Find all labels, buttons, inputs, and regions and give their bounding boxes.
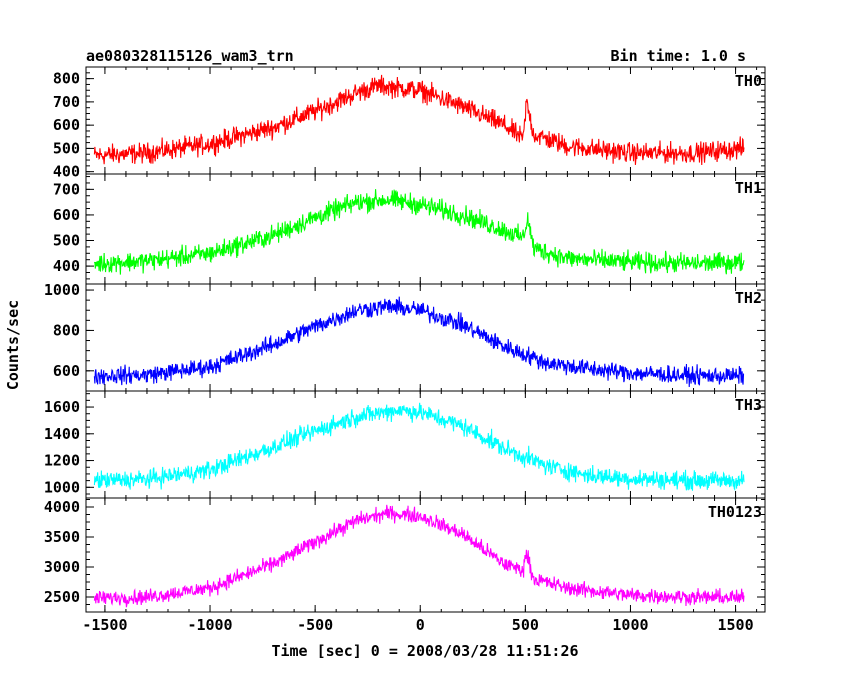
y-tick-label: 500: [53, 139, 80, 157]
y-tick-label: 700: [53, 180, 80, 198]
y-tick-label: 600: [53, 362, 80, 380]
y-tick-label: 3500: [44, 528, 80, 546]
y-tick-label: 800: [53, 321, 80, 339]
y-tick-label: 1400: [44, 425, 80, 443]
x-tick-label: -1000: [187, 616, 232, 634]
series-line-th2: [93, 296, 745, 388]
panels-group: 400 500 600 700 800 TH0 400 500 600 700 TH1 600 800 1…: [44, 66, 766, 634]
y-axis-label: Counts/sec: [4, 300, 22, 390]
y-tick-label: 4000: [44, 498, 80, 516]
series-line-th3: [93, 402, 745, 492]
chart-title: ae080328115126_wam3_trn: [86, 47, 294, 65]
panel-label-th1: TH1: [735, 179, 762, 197]
x-tick-label: 0: [416, 616, 425, 634]
x-tick-label: -1500: [82, 616, 127, 634]
x-tick-label: 1000: [612, 616, 648, 634]
panel-frame-th0123: [85, 497, 766, 613]
y-tick-label: 1600: [44, 398, 80, 416]
y-tick-label: 600: [53, 206, 80, 224]
y-tick-label: 700: [53, 93, 80, 111]
series-line-th1: [93, 189, 745, 275]
y-tick-label: 800: [53, 70, 80, 88]
panel-label-th0: TH0: [735, 72, 762, 90]
panel-label-th2: TH2: [735, 289, 762, 307]
y-tick-label: 1000: [44, 478, 80, 496]
series-line-th0123: [93, 504, 745, 608]
x-axis-label: Time [sec] 0 = 2008/03/28 11:51:26: [271, 642, 578, 660]
panel-label-th0123: TH0123: [708, 503, 762, 521]
y-tick-label: 1200: [44, 452, 80, 470]
x-tick-label: -500: [297, 616, 333, 634]
y-tick-label: 2500: [44, 588, 80, 606]
bin-time-label: Bin time: 1.0 s: [611, 47, 746, 65]
panel-frame-th1: [85, 173, 766, 285]
series-line-th0: [93, 74, 745, 166]
y-tick-label: 400: [53, 163, 80, 181]
y-tick-label: 3000: [44, 558, 80, 576]
y-tick-label: 600: [53, 116, 80, 134]
panel-frame-th0: [85, 66, 766, 175]
x-tick-label: 500: [512, 616, 539, 634]
x-tick-label: 1500: [718, 616, 754, 634]
y-tick-label: 400: [53, 257, 80, 275]
panel-label-th3: TH3: [735, 396, 762, 414]
y-tick-label: 500: [53, 232, 80, 250]
y-tick-label: 1000: [44, 281, 80, 299]
